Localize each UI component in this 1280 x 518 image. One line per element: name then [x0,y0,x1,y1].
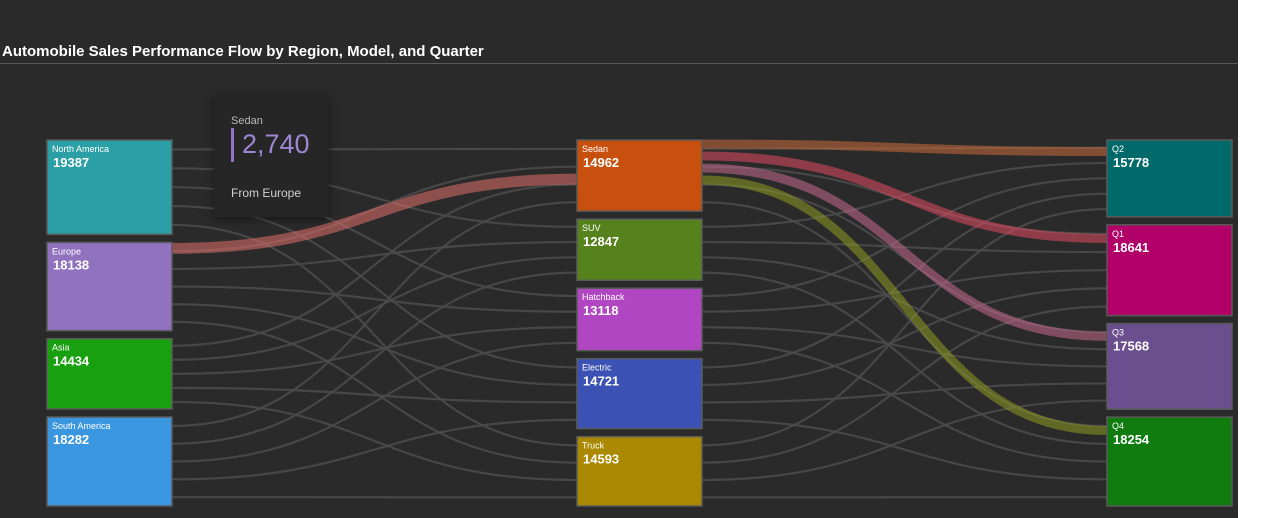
node-rect-hatchback[interactable] [576,287,703,352]
node-value-hatchback: 13118 [583,303,618,318]
node-label-suv: SUV [582,223,601,233]
link-hatchback-q1[interactable] [701,269,1108,313]
highlight-links-layer [171,139,1108,435]
node-rect-q4[interactable] [1106,416,1233,507]
link-south-america-hatchback[interactable] [171,341,578,463]
node-label-q3: Q3 [1112,328,1124,338]
node-value-q3: 17568 [1113,339,1149,354]
link-electric-q3[interactable] [701,382,1108,404]
node-label-hatchback: Hatchback [582,292,625,302]
link-asia-hatchback[interactable] [171,326,578,375]
node-label-south-america: South America [52,421,111,431]
title-divider [0,63,1238,64]
link-europe-electric[interactable] [171,303,578,386]
nodes-layer: North America19387Europe18138Asia14434So… [46,139,1233,507]
link-asia-sedan[interactable] [171,183,578,347]
node-label-europe: Europe [52,246,81,256]
node-rect-south-america[interactable] [46,416,173,507]
link-truck-q1[interactable] [701,305,1108,464]
link-asia-electric[interactable] [171,386,578,404]
node-rect-suv[interactable] [576,218,703,281]
node-rect-q2[interactable] [1106,139,1233,218]
node-label-north-america: North America [52,144,109,154]
link-truck-q3[interactable] [701,399,1108,482]
node-value-sedan: 14962 [583,155,619,170]
tooltip-label: Sedan [231,115,263,127]
node-rect-truck[interactable] [576,435,703,507]
node-label-sedan: Sedan [582,144,608,154]
tooltip-value: 2,740 [242,129,310,159]
node-value-q4: 18254 [1113,432,1150,447]
node-value-truck: 14593 [583,452,619,467]
node-rect-sedan[interactable] [576,139,703,212]
link-electric-q1[interactable] [701,287,1108,386]
link-hatchback-q4[interactable] [701,341,1108,463]
link-europe-truck[interactable] [171,320,578,464]
node-rect-electric[interactable] [576,357,703,430]
link-europe-hatchback[interactable] [171,285,578,313]
node-value-asia: 14434 [53,354,90,369]
link-suv-q4[interactable] [701,271,1108,445]
node-value-north-america: 19387 [53,155,89,170]
node-value-europe: 18138 [53,257,89,272]
link-asia-truck[interactable] [171,400,578,482]
highlight-link-europe-sedan[interactable] [171,173,578,254]
chart-panel: North America 19387 Europe 18138 Asia 14434 So… [0,0,1238,518]
node-value-q2: 15778 [1113,155,1149,170]
node-label-asia: Asia [52,343,70,353]
tooltip-accent-bar [231,128,234,162]
link-south-america-suv[interactable] [171,271,578,445]
link-asia-suv[interactable] [171,256,578,361]
sankey-chart: North America19387Europe18138Asia14434So… [46,139,1233,507]
link-electric-q4[interactable] [701,418,1108,481]
node-value-suv: 12847 [583,234,619,249]
link-hatchback-q2[interactable] [701,177,1108,298]
node-rect-q3[interactable] [1106,322,1233,410]
node-label-q4: Q4 [1112,421,1124,431]
node-label-truck: Truck [582,441,605,451]
node-rect-europe[interactable] [46,241,173,332]
node-value-electric: 14721 [583,374,619,389]
link-europe-suv[interactable] [171,240,578,270]
node-label-q2: Q2 [1112,144,1124,154]
link-south-america-electric[interactable] [171,418,578,481]
link-south-america-sedan[interactable] [171,201,578,427]
node-label-q1: Q1 [1112,229,1124,239]
highlight-link-sedan-q4[interactable] [701,175,1108,435]
link-north-america-truck[interactable] [171,223,578,447]
highlight-link-sedan-q3[interactable] [701,163,1108,341]
tooltip: Sedan 2,740 From Europe [214,95,329,217]
highlight-link-sedan-q1[interactable] [701,151,1108,243]
node-rect-north-america[interactable] [46,139,173,236]
node-rect-asia[interactable] [46,337,173,410]
link-truck-q2[interactable] [701,208,1108,447]
highlight-link-sedan-q2[interactable] [701,139,1108,157]
link-electric-q2[interactable] [701,192,1108,369]
node-value-south-america: 18282 [53,432,89,447]
tooltip-subtitle: From Europe [231,186,302,200]
link-hatchback-q3[interactable] [701,326,1108,368]
node-value-q1: 18641 [1113,240,1149,255]
node-rect-q1[interactable] [1106,224,1233,317]
node-label-electric: Electric [582,363,612,373]
chart-title: Automobile Sales Performance Flow by Reg… [2,43,484,60]
